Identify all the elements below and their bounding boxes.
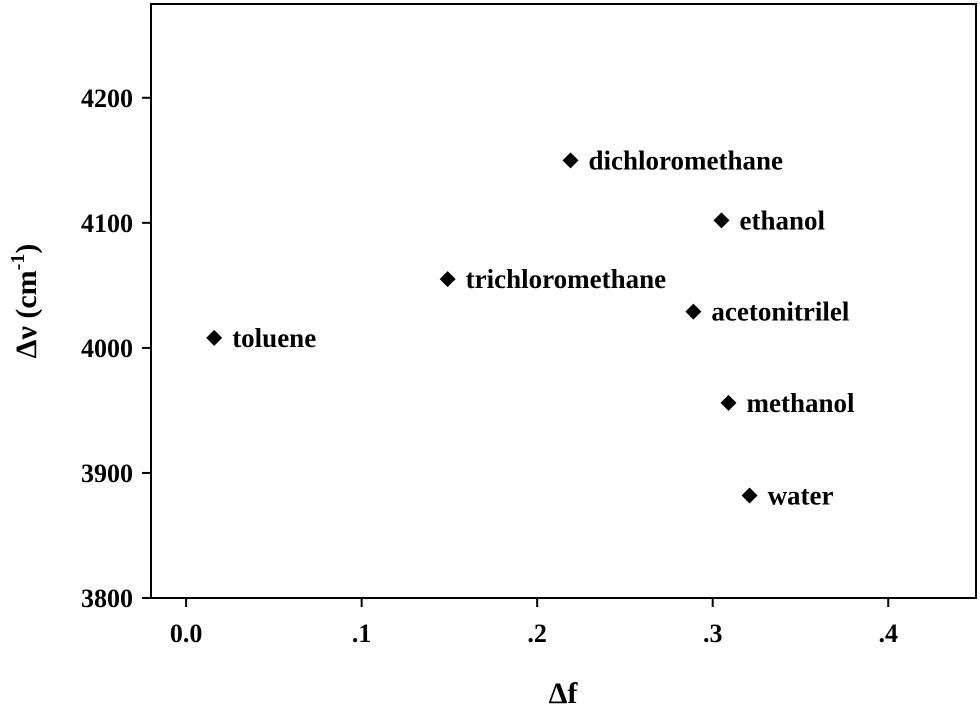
x-axis: 0.0 .1 .2 .3 .4 <box>170 598 898 648</box>
y-tick-label: 4200 <box>81 84 133 113</box>
data-point-dichloromethane <box>562 152 579 169</box>
data-point-acetonitrilel <box>685 303 702 320</box>
y-axis: 3800 3900 4000 4100 4200 <box>81 84 151 613</box>
y-tick-label: 3900 <box>81 459 133 488</box>
data-point-methanol <box>720 394 737 411</box>
data-label-trichloromethane: trichloromethane <box>466 264 666 294</box>
x-tick-label: .2 <box>527 619 547 648</box>
y-axis-title: Δν (cm-1) <box>7 244 43 359</box>
y-tick-label: 4000 <box>81 334 133 363</box>
data-point-toluene <box>206 329 223 346</box>
y-tick-label: 3800 <box>81 584 133 613</box>
data-point-water <box>741 487 758 504</box>
data-label-dichloromethane: dichloromethane <box>589 145 784 175</box>
y-axis-title-superscript: -1 <box>7 254 29 271</box>
x-tick-label: 0.0 <box>170 619 203 648</box>
x-tick-label: .1 <box>352 619 372 648</box>
data-label-water: water <box>768 480 834 510</box>
data-point-ethanol <box>713 212 730 229</box>
data-label-acetonitrilel: acetonitrilel <box>711 297 849 327</box>
data-label-ethanol: ethanol <box>739 205 825 235</box>
data-label-toluene: toluene <box>232 323 316 353</box>
x-tick-label: .4 <box>878 619 898 648</box>
plot-frame <box>150 3 977 599</box>
data-label-methanol: methanol <box>747 388 855 418</box>
x-axis-title: Δf <box>549 677 579 710</box>
y-tick-label: 4100 <box>81 209 133 238</box>
y-axis-title-main: Δν (cm <box>10 270 43 358</box>
x-tick-label: .3 <box>703 619 723 648</box>
data-points: toluene trichloromethane dichloromethane et… <box>206 145 855 510</box>
data-point-trichloromethane <box>439 271 456 288</box>
y-axis-title-suffix: ) <box>10 244 43 254</box>
